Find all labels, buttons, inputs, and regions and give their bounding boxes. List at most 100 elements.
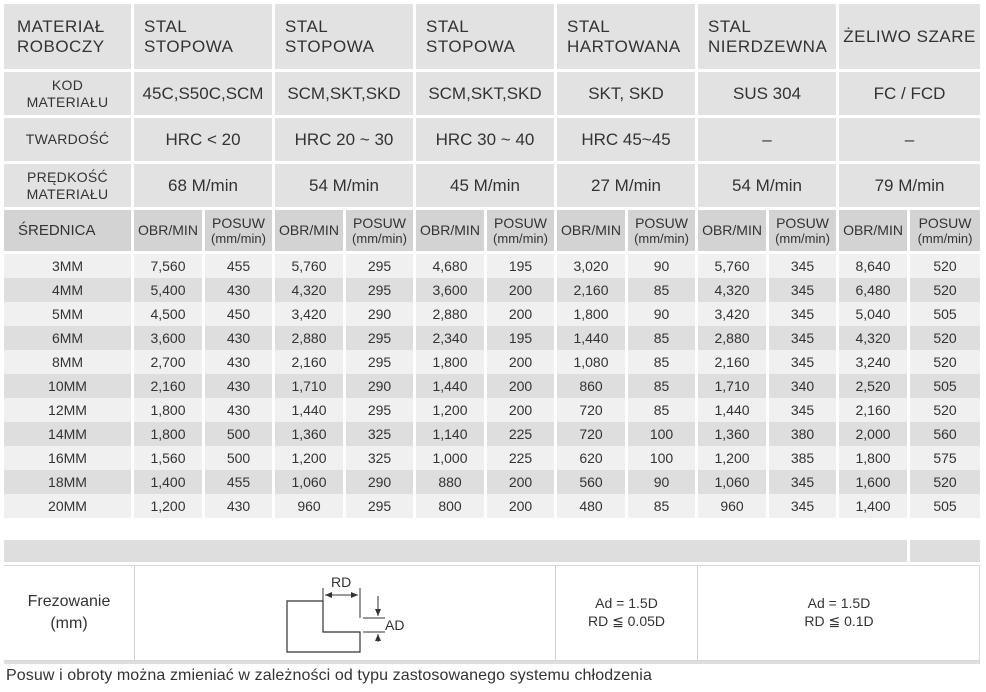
feed-cell: 200 — [487, 398, 557, 422]
feed-cell: 225 — [487, 422, 557, 446]
feed-header: POSUW (mm/min) — [769, 210, 840, 254]
rpm-cell: 7,560 — [134, 254, 205, 278]
feed-cell: 450 — [205, 302, 275, 326]
rpm-cell: 720 — [557, 422, 628, 446]
feed-header: POSUW (mm/min) — [346, 210, 416, 254]
material-label-cell: MATERIAŁ ROBOCZY — [4, 4, 134, 72]
feed-cell: 520 — [910, 398, 981, 422]
rpm-cell: 3,600 — [134, 326, 205, 350]
rpm-cell: 720 — [557, 398, 628, 422]
rpm-cell: 800 — [416, 494, 487, 518]
rpm-cell: 1,060 — [698, 470, 770, 494]
feed-cell: 560 — [910, 422, 981, 446]
milling-section: Frezowanie (mm) RD AD Ad = 1.5D RD ≦ 0.05D… — [4, 565, 980, 661]
rpm-cell: 2,340 — [416, 326, 487, 350]
rpm-cell: 5,760 — [275, 254, 346, 278]
rpm-cell: 1,400 — [839, 494, 911, 518]
rpm-cell: 880 — [416, 470, 487, 494]
feed-cell: 345 — [769, 494, 840, 518]
rpm-cell: 860 — [557, 374, 628, 398]
rpm-cell: 1,560 — [134, 446, 205, 470]
rpm-cell: 1,600 — [839, 470, 911, 494]
rpm-cell: 560 — [557, 470, 628, 494]
diameter-header: ŚREDNICA — [4, 210, 134, 254]
rpm-cell: 1,710 — [698, 374, 770, 398]
column-subheader-row: ŚREDNICA OBR/MIN POSUW (mm/min) OBR/MIN P… — [4, 210, 981, 254]
rpm-cell: 1,800 — [134, 398, 205, 422]
feed-cell: 345 — [769, 302, 840, 326]
table-row: 4MM 5,400 430 4,320 295 3,600 200 2,160 85 4,320 3… — [4, 278, 981, 302]
rpm-cell: 4,500 — [134, 302, 205, 326]
feed-cell: 100 — [628, 422, 699, 446]
cutting-speed-row: PRĘDKOŚĆ MATERIAŁU 68 M/min 54 M/min 45 M… — [4, 164, 981, 210]
feed-cell: 195 — [487, 254, 557, 278]
table-row: 10MM 2,160 430 1,710 290 1,440 200 860 85 1,710 34… — [4, 374, 981, 398]
spacer-bar — [4, 540, 980, 562]
rpm-cell: 2,160 — [134, 374, 205, 398]
table-row: 18MM 1,400 455 1,060 290 880 200 560 90 1,060 345 1… — [4, 470, 981, 494]
feed-cell: 290 — [346, 374, 416, 398]
feed-cell: 430 — [205, 398, 275, 422]
hardness-cell: – — [698, 118, 840, 164]
material-code-cell: SKT, SKD — [557, 72, 699, 118]
rpm-cell: 2,520 — [839, 374, 911, 398]
cutting-speed-cell: 45 M/min — [416, 164, 557, 210]
feed-cell: 430 — [205, 326, 275, 350]
rpm-cell: 1,360 — [275, 422, 346, 446]
feed-cell: 345 — [769, 398, 840, 422]
rpm-cell: 2,880 — [416, 302, 487, 326]
rpm-cell: 1,440 — [557, 326, 628, 350]
diameter-cell: 20MM — [4, 494, 134, 518]
milling-label: Frezowanie (mm) — [27, 593, 111, 632]
rpm-cell: 8,640 — [839, 254, 911, 278]
feed-cell: 290 — [346, 470, 416, 494]
cutting-speed-cell: 54 M/min — [275, 164, 416, 210]
rpm-cell: 1,200 — [275, 446, 346, 470]
rpm-cell: 2,700 — [134, 350, 205, 374]
rpm-cell: 2,000 — [839, 422, 911, 446]
rpm-cell: 4,320 — [839, 326, 911, 350]
rpm-cell: 1,440 — [698, 398, 770, 422]
feed-cell: 385 — [769, 446, 840, 470]
table-row: 12MM 1,800 430 1,440 295 1,200 200 720 85 1,440 34… — [4, 398, 981, 422]
material-header-row: MATERIAŁ ROBOCZY STAL STOPOWA STAL STOPOWA … — [4, 4, 981, 72]
diameter-cell: 18MM — [4, 470, 134, 494]
rd-label: RD — [331, 574, 351, 590]
feed-cell: 85 — [628, 494, 699, 518]
feed-cell: 295 — [346, 326, 416, 350]
material-cell: STAL NIERDZEWNA — [698, 4, 840, 72]
rpm-cell: 6,480 — [839, 278, 911, 302]
cutting-speed-label: PRĘDKOŚĆ MATERIAŁU — [4, 164, 134, 210]
feed-cell: 85 — [628, 398, 699, 422]
feed-cell: 200 — [487, 350, 557, 374]
diameter-cell: 10MM — [4, 374, 134, 398]
feed-header: POSUW (mm/min) — [910, 210, 981, 254]
feed-cell: 345 — [769, 278, 840, 302]
milling-spec-2: Ad = 1.5D RD ≦ 0.1D — [697, 566, 980, 660]
diameter-cell: 8MM — [4, 350, 134, 374]
cutting-speed-cell: 27 M/min — [557, 164, 699, 210]
material-cell: STAL STOPOWA — [275, 4, 416, 72]
feed-cell: 500 — [205, 446, 275, 470]
cutting-speed-cell: 54 M/min — [698, 164, 840, 210]
milling-diagram-cell: RD AD — [134, 566, 555, 660]
material-cell: STAL STOPOWA — [134, 4, 275, 72]
diameter-cell: 5MM — [4, 302, 134, 326]
feed-cell: 295 — [346, 350, 416, 374]
rpm-cell: 1,800 — [557, 302, 628, 326]
diameter-cell: 16MM — [4, 446, 134, 470]
table-row: 3MM 7,560 455 5,760 295 4,680 195 3,020 90 5,760 3… — [4, 254, 981, 278]
feed-cell: 345 — [769, 470, 840, 494]
feed-cell: 200 — [487, 278, 557, 302]
feed-cell: 500 — [205, 422, 275, 446]
rpm-cell: 2,160 — [698, 350, 770, 374]
rpm-header: OBR/MIN — [698, 210, 770, 254]
material-cell: ŻELIWO SZARE — [839, 4, 981, 72]
feed-cell: 85 — [628, 326, 699, 350]
feed-cell: 85 — [628, 278, 699, 302]
feed-cell: 195 — [487, 326, 557, 350]
feed-cell: 295 — [346, 398, 416, 422]
rpm-cell: 960 — [698, 494, 770, 518]
feed-cell: 455 — [205, 470, 275, 494]
feed-cell: 520 — [910, 254, 981, 278]
